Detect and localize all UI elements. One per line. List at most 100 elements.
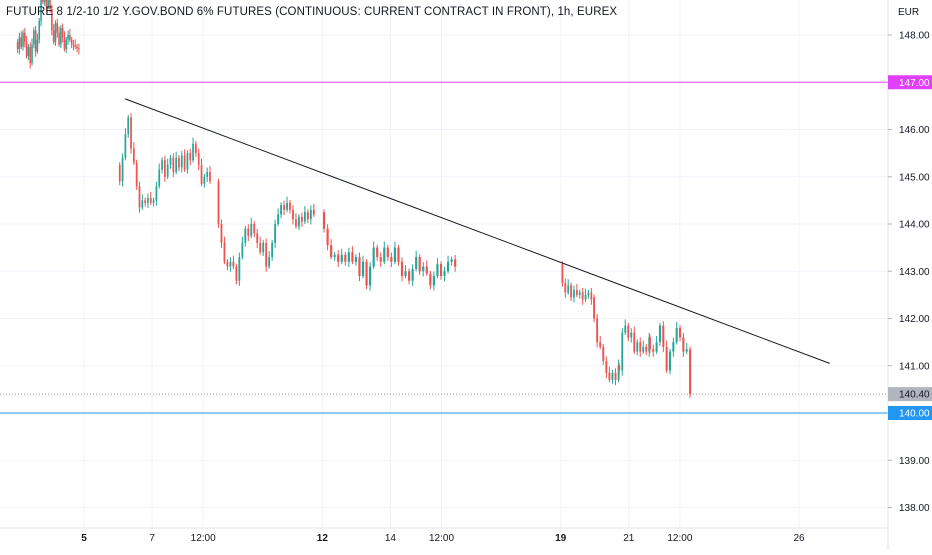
candle xyxy=(333,251,336,261)
candle xyxy=(130,113,132,154)
candle-body xyxy=(54,23,57,43)
candle xyxy=(238,252,241,286)
y-tick-label: 145.00 xyxy=(899,172,930,183)
currency-label: EUR xyxy=(898,7,920,18)
candle xyxy=(648,334,651,353)
candle xyxy=(454,254,457,272)
candle xyxy=(186,150,189,174)
candle xyxy=(354,254,358,266)
candle xyxy=(599,335,602,350)
candle-body xyxy=(642,346,645,352)
candle-body xyxy=(127,117,130,135)
candle xyxy=(200,158,203,187)
candle xyxy=(76,43,78,53)
candle xyxy=(361,255,365,279)
candle xyxy=(277,208,280,227)
candle xyxy=(372,241,375,269)
candle xyxy=(118,162,121,186)
candle-body xyxy=(446,261,450,272)
candle xyxy=(605,356,608,379)
candle-body xyxy=(397,247,400,262)
candle xyxy=(232,255,235,269)
candle xyxy=(376,244,379,261)
candle xyxy=(158,163,161,189)
candle xyxy=(195,140,197,157)
candle-body xyxy=(295,219,297,227)
candle xyxy=(590,288,593,305)
candle xyxy=(63,31,66,52)
candle-body xyxy=(672,342,675,352)
candle xyxy=(443,266,446,282)
candle xyxy=(658,322,661,346)
candle xyxy=(330,239,333,260)
candle-body xyxy=(52,30,55,43)
candle xyxy=(587,289,590,299)
candle-body xyxy=(209,172,211,182)
candle xyxy=(326,224,329,251)
candle xyxy=(351,246,354,265)
candle xyxy=(203,173,206,188)
candle-body xyxy=(344,254,347,262)
candle-body xyxy=(682,337,685,352)
candle-body xyxy=(633,332,636,352)
candle-body xyxy=(361,261,365,276)
candle-body xyxy=(347,252,350,262)
y-tick-label: 138.00 xyxy=(899,503,930,514)
candle-body xyxy=(268,257,271,267)
candle-body xyxy=(186,153,189,170)
candle-body xyxy=(63,37,66,50)
candle-body xyxy=(330,245,333,258)
candle xyxy=(34,25,37,57)
candle xyxy=(65,36,68,53)
candle xyxy=(358,252,361,282)
y-tick-label: 146.00 xyxy=(899,125,930,136)
candle-body xyxy=(235,266,238,281)
candle-body xyxy=(354,257,358,262)
candle xyxy=(180,150,183,173)
candle xyxy=(573,285,575,303)
candle xyxy=(155,181,158,206)
candle xyxy=(178,155,180,172)
candle xyxy=(429,270,432,290)
candle xyxy=(29,42,32,69)
candle xyxy=(69,28,71,43)
candle-body xyxy=(283,205,285,210)
candle xyxy=(192,137,194,163)
candle-body xyxy=(226,261,229,267)
candle-body xyxy=(147,198,149,203)
candle-body xyxy=(124,134,127,158)
candle-body xyxy=(624,325,627,333)
candle-body xyxy=(618,365,621,371)
candle xyxy=(61,23,64,43)
candle-body xyxy=(229,261,232,267)
candle-body xyxy=(662,325,665,347)
candle-body xyxy=(570,285,572,298)
candle xyxy=(54,20,57,46)
y-tick-label: 144.00 xyxy=(899,220,930,231)
trend-line-layer[interactable] xyxy=(124,98,830,364)
price-level-label: 147.00 xyxy=(899,78,930,89)
last-price-badge xyxy=(888,387,932,402)
candle xyxy=(241,236,244,260)
trend-line[interactable] xyxy=(124,98,830,364)
candle xyxy=(665,340,668,373)
candle-body xyxy=(253,224,256,234)
y-tick-label: 141.00 xyxy=(899,361,930,372)
candle-body xyxy=(312,209,315,215)
candle-body xyxy=(289,202,291,210)
candle-body xyxy=(422,266,425,272)
candle xyxy=(22,29,24,51)
candle-body xyxy=(365,261,368,286)
candle xyxy=(51,4,53,36)
candle-body xyxy=(590,292,593,300)
candle xyxy=(369,262,372,291)
candle xyxy=(220,219,223,249)
candle xyxy=(390,252,393,267)
candle-body xyxy=(454,259,457,267)
candle-body xyxy=(163,160,166,177)
candle xyxy=(169,155,172,169)
candle xyxy=(138,181,141,213)
candle xyxy=(70,36,73,49)
